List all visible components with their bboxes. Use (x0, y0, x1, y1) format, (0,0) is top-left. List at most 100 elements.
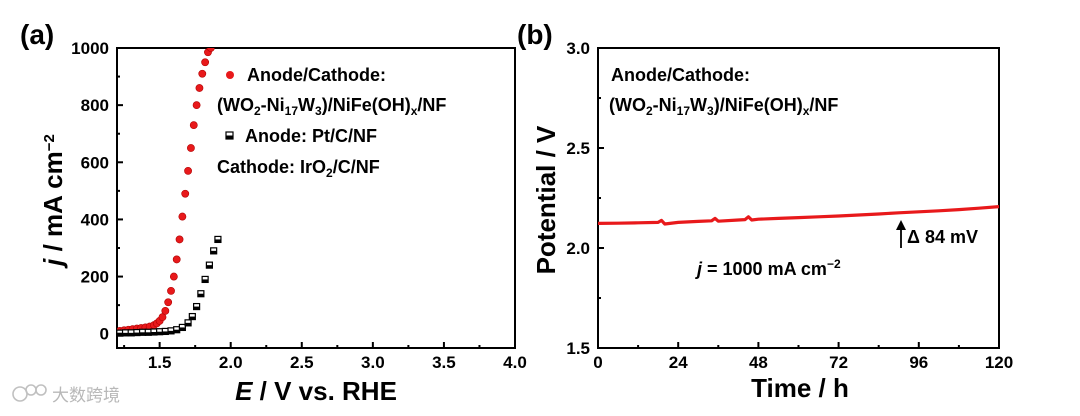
x-tick-label: 4.0 (503, 353, 527, 372)
x-tick-label: 72 (829, 353, 848, 372)
x-axis-label-rest: / V vs. RHE (252, 376, 397, 406)
y-tick-label: 200 (81, 268, 109, 287)
data-point-black-fill (185, 322, 192, 326)
annotation-part: /NF (809, 95, 838, 115)
panel-label: (a) (20, 19, 54, 50)
data-point-red (198, 69, 207, 78)
data-point-red (206, 48, 215, 52)
legend-part: Anode/Cathode: (247, 65, 386, 85)
data-point-black-fill (179, 327, 186, 331)
data-point-red (187, 144, 195, 152)
legend-line: Anode/Cathode: (247, 65, 386, 85)
data-point-black-fill (173, 329, 180, 333)
potential-line (597, 205, 1000, 226)
y-tick-label: 2.0 (566, 239, 590, 258)
x-tick-label: 48 (749, 353, 768, 372)
legend-sub: x (411, 104, 418, 118)
data-point-black-fill (128, 332, 135, 336)
y-tick-label: 0 (100, 325, 109, 344)
x-tick-label: 2.0 (219, 353, 243, 372)
legend: Anode/Cathode:(WO2-Ni17W3)/NiFe(OH)x/NFA… (217, 65, 446, 180)
data-point-red (164, 298, 173, 307)
delta-arrowhead-icon (896, 220, 906, 230)
data-point-red (201, 58, 210, 67)
plot-frame (597, 47, 1000, 349)
annotation-part: W (690, 95, 707, 115)
data-point-red (161, 306, 170, 315)
watermark: 大数跨境 (12, 384, 120, 406)
data-point-red (158, 313, 167, 322)
data-point-black-fill (189, 316, 196, 320)
legend-part: Cathode: IrO (217, 157, 326, 177)
annotation-part: )/NiFe(OH) (714, 95, 803, 115)
y-axis-label-rest: / mA cm (38, 151, 68, 258)
panel-a: 1.5 2.0 2.5 3.0 3.5 4.0 0 200 400 600 800 1000 Anode… (20, 19, 527, 406)
x-tick-label: 120 (985, 353, 1013, 372)
y-tick-label: 3.0 (566, 39, 590, 58)
legend-part: W (298, 95, 315, 115)
data-point-red (189, 121, 198, 130)
x-tick-label: 24 (669, 353, 688, 372)
legend-part: (WO (217, 95, 254, 115)
x-axis-label: E / V vs. RHE (235, 376, 397, 406)
annotation-part: (WO (609, 95, 646, 115)
x-tick-label: 96 (909, 353, 928, 372)
x-axis-label: Time / h (751, 373, 849, 403)
data-point-red (169, 272, 178, 281)
data-point-black-fill (139, 332, 146, 336)
current-density-sup: −2 (827, 257, 841, 271)
data-point-red (172, 255, 181, 264)
data-layer (117, 48, 222, 337)
data-point-red (192, 101, 201, 110)
legend-marker-black-fill (226, 135, 233, 139)
annotation-sub: 17 (677, 104, 691, 118)
data-point-red (181, 189, 190, 198)
legend-sub: 2 (254, 104, 261, 118)
data-point-black-fill (150, 332, 157, 335)
y-tick-label: 800 (81, 96, 109, 115)
current-density-italic: j (695, 259, 703, 279)
data-point-black-fill (202, 279, 209, 283)
plot-frame (116, 47, 516, 349)
data-point-black-fill (133, 332, 140, 336)
x-tick-label: 2.5 (290, 353, 314, 372)
data-point-red (175, 235, 184, 244)
data-point-black-fill (193, 306, 200, 310)
x-tick-label: 3.0 (361, 353, 385, 372)
legend-part: )/NiFe(OH) (322, 95, 411, 115)
data-point-black-fill (206, 265, 213, 269)
panel-label: (b) (517, 19, 553, 50)
annotation-sub: 3 (707, 104, 714, 118)
y-axis-label-italic: j (38, 258, 68, 269)
current-density-label: j = 1000 mA cm−2 (695, 257, 841, 279)
data-point-black-fill (156, 331, 163, 335)
x-tick-label: 1.5 (148, 353, 172, 372)
y-tick-label: 600 (81, 153, 109, 172)
legend-part: /NF (417, 95, 446, 115)
y-axis-label-sup: −2 (41, 134, 58, 151)
data-point-red (178, 212, 187, 221)
data-point-black-fill (210, 250, 217, 254)
y-tick-label: 400 (81, 210, 109, 229)
data-point-black-fill (214, 239, 221, 243)
legend-sub: 2 (326, 166, 333, 180)
data-point-red (167, 286, 175, 295)
watermark-logo-icon (12, 384, 47, 402)
delta-label: Δ 84 mV (907, 227, 978, 247)
legend-marker-red (226, 71, 234, 79)
watermark-text: 大数跨境 (52, 386, 120, 406)
data-point-black-fill (168, 330, 175, 334)
data-point-black-fill (145, 332, 152, 336)
y-axis-label: j / mA cm−2 (38, 134, 68, 269)
x-axis-label-italic: E (235, 376, 253, 406)
x-tick-label: 0 (593, 353, 602, 372)
data-point-black-fill (122, 332, 129, 336)
legend-line: (WO2-Ni17W3)/NiFe(OH)x/NF (217, 95, 446, 118)
annotation-part: Anode/Cathode: (611, 65, 750, 85)
annotation-sub: 2 (646, 104, 653, 118)
data-point-black-fill (162, 331, 169, 335)
legend-sub: 17 (285, 104, 299, 118)
current-density-rest: = 1000 mA cm (702, 259, 827, 279)
data-point-red (184, 166, 192, 175)
